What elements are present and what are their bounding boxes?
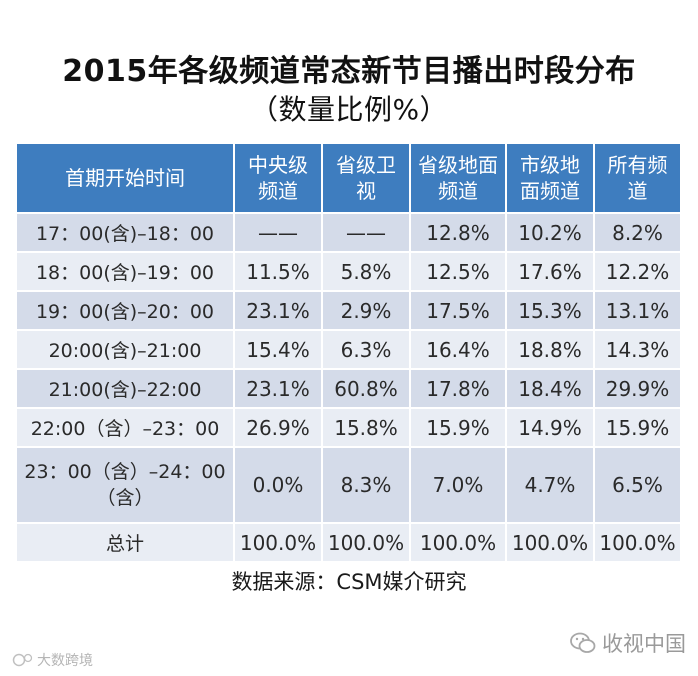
table-header-row: 首期开始时间 中央级频道 省级卫视 省级地面频道 市级地面频道 所有频道: [15, 142, 682, 214]
table-cell: 15.3%: [505, 290, 595, 331]
header-central: 中央级频道: [233, 142, 323, 214]
table-cell: 6.3%: [321, 329, 411, 370]
row-label: 17：00(含)–18：00: [15, 212, 235, 253]
table-cell: 4.7%: [505, 446, 595, 524]
table-cell: 12.2%: [593, 251, 682, 292]
table-cell: 15.8%: [321, 407, 411, 448]
table-row: 21:00(含)–22:00 23.1% 60.8% 17.8% 18.4% 2…: [15, 368, 682, 409]
watermark-dashu: 大数跨境: [12, 650, 93, 670]
watermark-shouzhi: 收视中国: [570, 628, 686, 658]
table-row: 17：00(含)–18：00 —— —— 12.8% 10.2% 8.2%: [15, 212, 682, 253]
table-cell: 5.8%: [321, 251, 411, 292]
table-cell: 14.9%: [505, 407, 595, 448]
table-cell: 60.8%: [321, 368, 411, 409]
table-cell: 17.6%: [505, 251, 595, 292]
table-cell: 15.9%: [593, 407, 682, 448]
table-cell: 17.8%: [409, 368, 507, 409]
row-label: 21:00(含)–22:00: [15, 368, 235, 409]
table-cell: 7.0%: [409, 446, 507, 524]
table-cell: 2.9%: [321, 290, 411, 331]
row-label: 总计: [15, 522, 235, 563]
table-cell: 8.3%: [321, 446, 411, 524]
watermark-left-text: 大数跨境: [37, 653, 93, 669]
table-cell: 15.4%: [233, 329, 323, 370]
table-cell: 15.9%: [409, 407, 507, 448]
row-label: 19：00(含)–20：00: [15, 290, 235, 331]
table-cell: 12.8%: [409, 212, 507, 253]
table-cell: 26.9%: [233, 407, 323, 448]
chart-subtitle: （数量比例%）: [249, 93, 449, 126]
header-provincial-satellite: 省级卫视: [321, 142, 411, 214]
table-cell: ——: [233, 212, 323, 253]
distribution-table: 首期开始时间 中央级频道 省级卫视 省级地面频道 市级地面频道 所有频道 17：…: [15, 142, 682, 563]
table-cell: 18.8%: [505, 329, 595, 370]
table-cell: 13.1%: [593, 290, 682, 331]
wechat-icon: [570, 632, 596, 653]
watermark-right-text: 收视中国: [602, 632, 686, 656]
table-row: 18：00(含)–19：00 11.5% 5.8% 12.5% 17.6% 12…: [15, 251, 682, 292]
table-cell: 14.3%: [593, 329, 682, 370]
table-cell: 23.1%: [233, 368, 323, 409]
table-cell: 100.0%: [505, 522, 595, 563]
table-cell: 16.4%: [409, 329, 507, 370]
header-city-terrestrial: 市级地面频道: [505, 142, 595, 214]
row-label: 18：00(含)–19：00: [15, 251, 235, 292]
table-cell: ——: [321, 212, 411, 253]
table-cell: 12.5%: [409, 251, 507, 292]
table-cell: 17.5%: [409, 290, 507, 331]
table-cell: 23.1%: [233, 290, 323, 331]
header-all-channels: 所有频道: [593, 142, 682, 214]
table-cell: 8.2%: [593, 212, 682, 253]
table-cell: 18.4%: [505, 368, 595, 409]
header-provincial-terrestrial: 省级地面频道: [409, 142, 507, 214]
table-cell: 6.5%: [593, 446, 682, 524]
row-label: 20:00(含)–21:00: [15, 329, 235, 370]
table-row: 19：00(含)–20：00 23.1% 2.9% 17.5% 15.3% 13…: [15, 290, 682, 331]
table-cell: 29.9%: [593, 368, 682, 409]
table-cell: 11.5%: [233, 251, 323, 292]
table-cell: 0.0%: [233, 446, 323, 524]
header-start-time: 首期开始时间: [15, 142, 235, 214]
table-row-total: 总计 100.0% 100.0% 100.0% 100.0% 100.0%: [15, 522, 682, 563]
data-source-note: 数据来源：CSM媒介研究: [231, 570, 467, 594]
table-cell: 100.0%: [593, 522, 682, 563]
table-cell: 10.2%: [505, 212, 595, 253]
table-cell: 100.0%: [233, 522, 323, 563]
table-row: 20:00(含)–21:00 15.4% 6.3% 16.4% 18.8% 14…: [15, 329, 682, 370]
table-row: 23：00（含）–24：00（含） 0.0% 8.3% 7.0% 4.7% 6.…: [15, 446, 682, 524]
cc-logo-icon: [12, 653, 33, 667]
table-cell: 100.0%: [409, 522, 507, 563]
chart-title: 2015年各级频道常态新节目播出时段分布: [62, 54, 636, 89]
table-cell: 100.0%: [321, 522, 411, 563]
row-label: 23：00（含）–24：00（含）: [15, 446, 235, 524]
table-row: 22:00（含）–23：00 26.9% 15.8% 15.9% 14.9% 1…: [15, 407, 682, 448]
row-label: 22:00（含）–23：00: [15, 407, 235, 448]
